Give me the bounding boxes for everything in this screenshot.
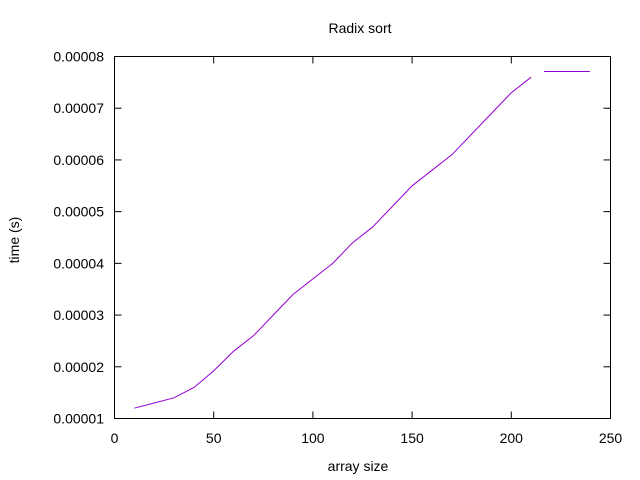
- y-axis-label: time (s): [6, 217, 22, 264]
- y-tick-label: 0.00004: [53, 255, 104, 271]
- x-tick-label: 100: [301, 430, 325, 446]
- y-tick-label: 0.00002: [53, 359, 104, 375]
- x-tick-label: 250: [599, 430, 623, 446]
- series-layer: [134, 76, 532, 409]
- y-tick-label: 0.00007: [53, 100, 104, 116]
- y-axis: 0.00001 0.00002 0.00003 0.00004 0.00005 0.000…: [53, 49, 611, 427]
- y-tick-label: 0.00005: [53, 204, 104, 220]
- plot-frame: [114, 56, 611, 419]
- series-line-0: [134, 76, 532, 409]
- x-axis-label: array size: [328, 458, 389, 474]
- x-tick-label: 200: [500, 430, 524, 446]
- x-tick-label: 150: [400, 430, 424, 446]
- y-tick-label: 0.00008: [53, 49, 104, 65]
- x-tick-label: 0: [111, 430, 119, 446]
- chart-title: Radix sort: [328, 20, 391, 36]
- x-tick-label: 50: [206, 430, 222, 446]
- y-tick-label: 0.00003: [53, 307, 104, 323]
- x-axis: 0 50 100 150 200 250: [111, 56, 623, 446]
- y-tick-label: 0.00001: [53, 411, 104, 427]
- y-tick-label: 0.00006: [53, 152, 104, 168]
